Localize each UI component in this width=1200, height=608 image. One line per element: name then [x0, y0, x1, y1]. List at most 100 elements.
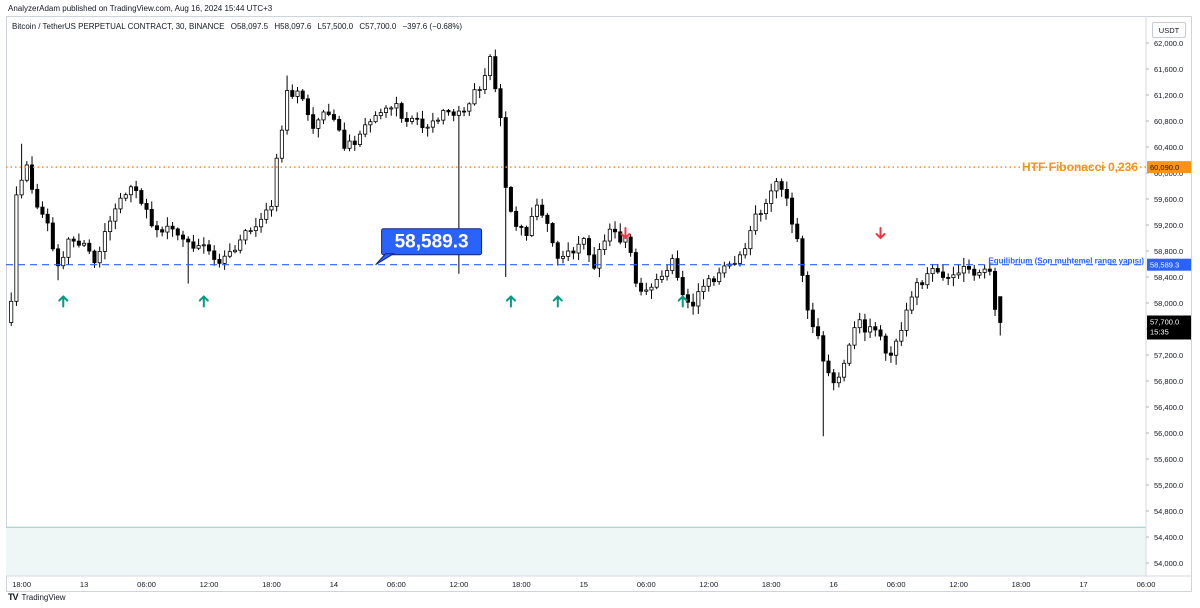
arrow-up-icon	[505, 295, 516, 308]
price-chart[interactable]: 54,000.0 54,400.0 54,800.0 55,200.0 55,600.0…	[6, 16, 1192, 592]
candle-body	[40, 206, 45, 215]
candle-body	[477, 89, 482, 91]
candle-body	[935, 268, 940, 273]
candle-body	[633, 252, 638, 284]
candle-body	[540, 204, 545, 216]
candle-body	[186, 238, 191, 243]
candle-body	[524, 226, 529, 236]
candle-body	[774, 181, 779, 192]
shaded-zone	[6, 527, 1146, 576]
candle-body	[862, 319, 867, 333]
candle-body	[82, 242, 87, 246]
candle-body	[14, 194, 19, 302]
candle-body	[92, 250, 97, 264]
last-price-tag-label: 57,700.0	[1150, 318, 1179, 327]
candle-body	[61, 256, 66, 267]
candle-body	[613, 228, 618, 233]
y-tick-label: 60,400.0	[1154, 143, 1183, 152]
arrow-down-icon	[875, 227, 886, 240]
candle-body	[118, 197, 123, 210]
tradingview-brand: TradingView	[21, 592, 66, 602]
candle-body	[654, 279, 659, 288]
arrow-up-icon	[552, 295, 563, 308]
candle-body	[732, 262, 737, 265]
y-tick-label: 62,000.0	[1154, 39, 1183, 48]
candle-body	[347, 140, 352, 149]
candle-body	[196, 245, 201, 249]
fib-level-label: HTF Fibonacci 0,236	[1022, 160, 1138, 174]
candle-body	[233, 249, 238, 253]
candle-body	[441, 110, 446, 121]
candle-body	[946, 277, 951, 279]
x-tick-label: 12:00	[200, 580, 219, 589]
candle-body	[644, 289, 649, 292]
candle-body	[316, 119, 321, 129]
last-price-countdown: 15:35	[1150, 328, 1169, 337]
candle-body	[925, 273, 930, 286]
candle-body	[285, 90, 290, 131]
candle-body	[592, 254, 597, 269]
candle-body	[378, 112, 383, 116]
price-callout-label: 58,589.3	[395, 232, 469, 253]
price-callout	[381, 228, 483, 256]
candle-body	[113, 208, 118, 222]
candle-body	[170, 225, 175, 230]
candle-body	[446, 110, 451, 113]
arrow-up-icon	[677, 295, 688, 308]
candle-body	[331, 114, 336, 120]
candle-body	[410, 117, 415, 122]
candle-body	[685, 294, 690, 303]
candle-body	[102, 231, 107, 252]
candle-body	[24, 164, 29, 181]
candle-body	[212, 250, 217, 260]
candle-body	[831, 372, 836, 384]
ohlc-high: H58,097.6	[274, 22, 312, 31]
symbol-name[interactable]: Bitcoin / TetherUS PERPETUAL CONTRACT, 3…	[12, 22, 225, 31]
candle-body	[550, 223, 555, 244]
candle-body	[852, 327, 857, 346]
candle-body	[352, 140, 357, 145]
candle-body	[305, 98, 310, 116]
candle-body	[836, 376, 841, 384]
candle-body	[920, 282, 925, 286]
candle-body	[311, 114, 316, 129]
candle-body	[810, 309, 815, 328]
candle-body	[659, 275, 664, 280]
candle-body	[857, 319, 862, 329]
candle-body	[691, 301, 696, 307]
candle-body	[383, 107, 389, 113]
ohlc-close: C57,700.0	[359, 22, 397, 31]
candle-body	[961, 265, 966, 274]
y-tick-label: 59,600.0	[1154, 195, 1183, 204]
candle-body	[269, 205, 274, 211]
x-tick-label: 18:00	[762, 580, 781, 589]
candle-body	[238, 239, 243, 251]
candle-body	[967, 265, 972, 270]
candle-body	[722, 265, 727, 274]
candle-body	[680, 277, 685, 296]
candle-body	[123, 194, 128, 199]
candle-body	[508, 187, 513, 212]
x-tick-label: 13	[80, 580, 88, 589]
candle-body	[821, 335, 826, 362]
candle-body	[696, 291, 701, 307]
fib-price-tag-label: 60,090.0	[1150, 163, 1179, 172]
candle-body	[399, 103, 404, 119]
candle-body	[529, 215, 534, 236]
candle-body	[180, 234, 186, 240]
candle-body	[930, 268, 935, 275]
y-tick-label: 59,200.0	[1154, 221, 1183, 230]
x-tick-label: 12:00	[449, 580, 468, 589]
candle-body	[795, 223, 800, 240]
candle-body	[222, 255, 227, 264]
currency-button[interactable]: USDT	[1152, 22, 1186, 38]
candle-body	[519, 226, 524, 228]
candle-body	[639, 282, 644, 292]
candle-body	[451, 111, 456, 116]
y-tick-label: 61,600.0	[1154, 65, 1183, 74]
candle-body	[607, 228, 612, 242]
candle-body	[19, 179, 24, 196]
candle-body	[826, 360, 831, 374]
last-price-tag	[1147, 315, 1191, 340]
y-tick-label: 58,000.0	[1154, 299, 1183, 308]
